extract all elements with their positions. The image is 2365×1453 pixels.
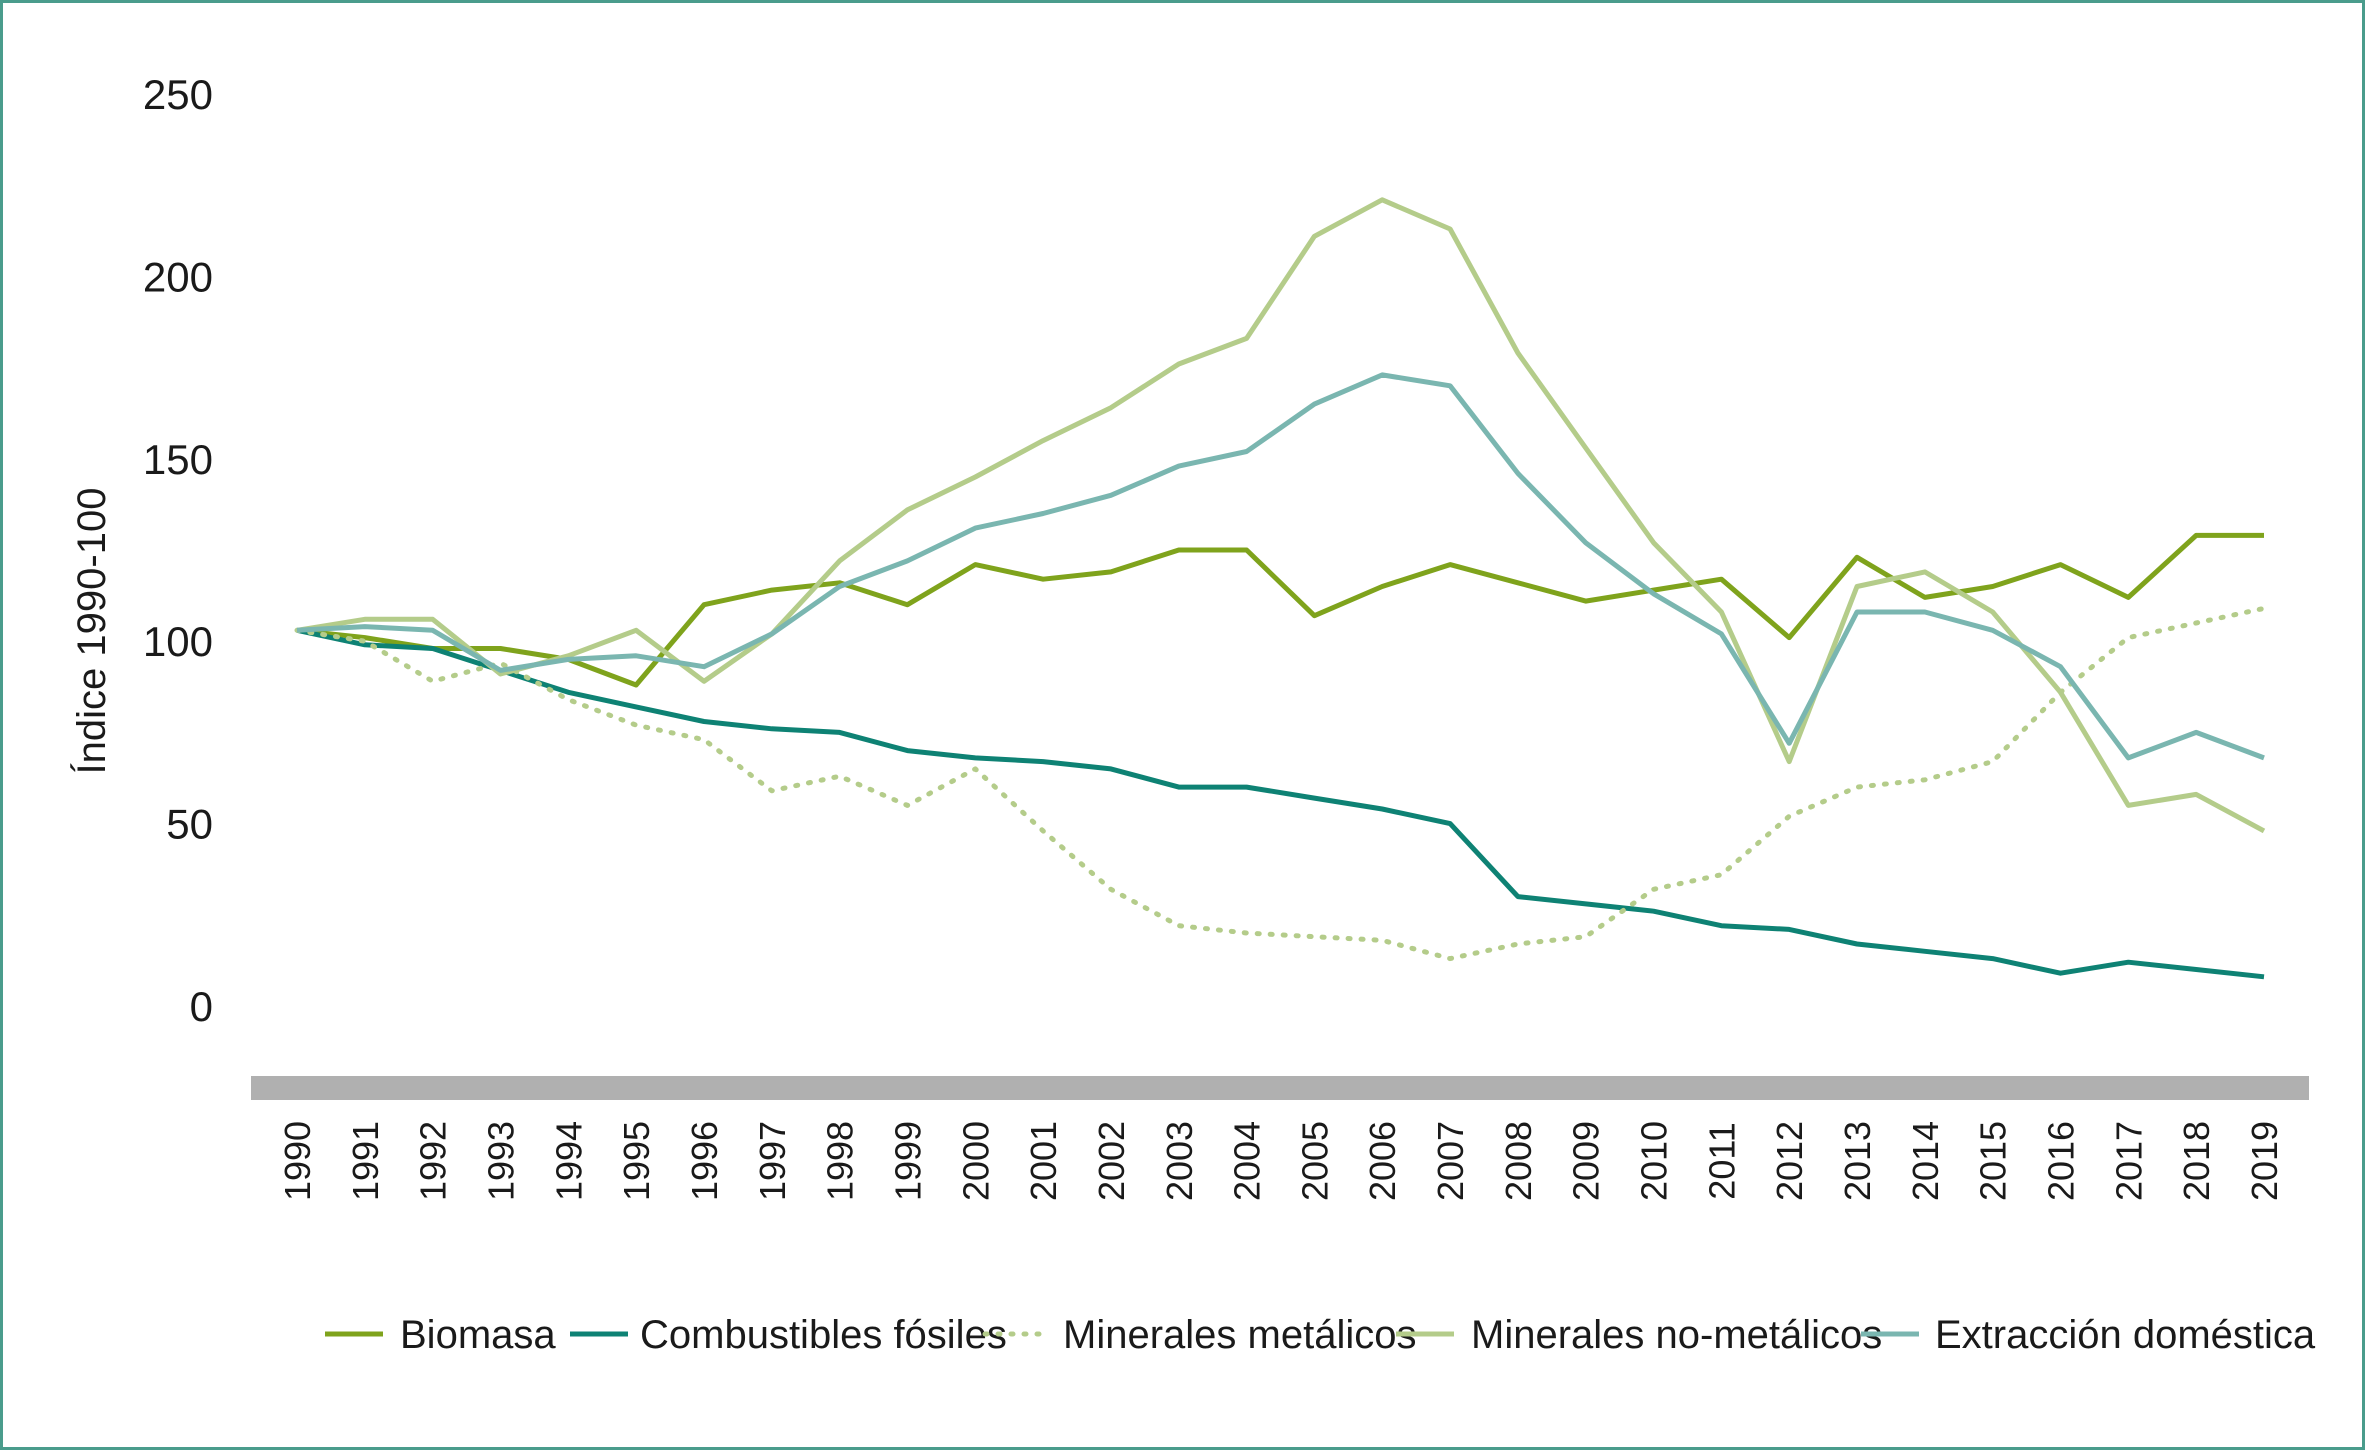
legend: Biomasa Combustibles fósiles Minerales met… — [325, 1313, 2316, 1357]
x-tick-label: 1995 — [616, 1121, 657, 1201]
series-line-4 — [296, 197, 2266, 834]
x-tick-label: 2011 — [1701, 1122, 1742, 1199]
series-line-5 — [296, 372, 2265, 761]
legend-label: Biomasa — [400, 1313, 556, 1357]
x-tick-label: 1996 — [684, 1121, 725, 1201]
legend-label: Extracción doméstica — [1935, 1313, 2316, 1357]
x-tick-label: 1993 — [480, 1121, 521, 1201]
x-axis-ticks: 1990 1991 1992 1993 1994 1995 1996 1997 1998 1999… — [277, 1121, 2285, 1201]
y-tick-label: 50 — [166, 801, 213, 848]
x-tick-label: 2016 — [2041, 1121, 2082, 1201]
y-tick-label: 250 — [143, 71, 213, 118]
x-tick-label: 1998 — [820, 1121, 861, 1201]
x-tick-label: 2006 — [1362, 1121, 1403, 1201]
x-tick-label: 2010 — [1634, 1121, 1675, 1201]
x-tick-label: 2003 — [1159, 1121, 1200, 1201]
x-tick-label: 2008 — [1498, 1121, 1539, 1201]
x-tick-label: 2017 — [2108, 1121, 2149, 1201]
x-tick-label: 2012 — [1769, 1121, 1810, 1201]
x-tick-label: 1991 — [345, 1121, 386, 1201]
y-tick-label: 100 — [143, 618, 213, 665]
x-tick-label: 2005 — [1294, 1121, 1335, 1201]
legend-label: Minerales no-metálicos — [1471, 1313, 1882, 1357]
x-axis-bar — [251, 1076, 2309, 1100]
legend-label: Minerales metálicos — [1063, 1313, 1416, 1357]
x-tick-label: 1994 — [548, 1121, 589, 1201]
x-tick-label: 1999 — [887, 1121, 928, 1201]
x-tick-label: 2000 — [955, 1121, 996, 1201]
y-tick-label: 0 — [190, 983, 213, 1030]
x-tick-label: 2007 — [1430, 1121, 1471, 1201]
x-tick-label: 1990 — [277, 1121, 318, 1201]
y-tick-label: 150 — [143, 436, 213, 483]
x-tick-label: 1997 — [752, 1121, 793, 1201]
x-tick-label: 2001 — [1023, 1121, 1064, 1201]
line-chart: Índice 1990-100 0 50 100 150 200 250 1990 1991… — [69, 71, 2316, 1357]
series-lines — [294, 197, 2267, 980]
x-tick-label: 2013 — [1837, 1121, 1878, 1201]
legend-label: Combustibles fósiles — [640, 1313, 1007, 1357]
x-tick-label: 2015 — [1973, 1121, 2014, 1201]
y-axis-ticks: 0 50 100 150 200 250 — [143, 71, 213, 1030]
x-tick-label: 2004 — [1227, 1121, 1268, 1201]
x-tick-label: 2014 — [1905, 1121, 1946, 1201]
series-line-3 — [294, 605, 2267, 962]
x-tick-label: 2018 — [2176, 1121, 2217, 1201]
y-axis-title: Índice 1990-100 — [69, 488, 114, 775]
series-line-1 — [296, 532, 2264, 688]
x-tick-label: 2009 — [1566, 1121, 1607, 1201]
x-tick-label: 2002 — [1091, 1121, 1132, 1201]
x-tick-label: 1992 — [413, 1121, 454, 1201]
y-tick-label: 200 — [143, 253, 213, 300]
x-tick-label: 2019 — [2244, 1121, 2285, 1201]
series-line-2 — [296, 627, 2265, 980]
